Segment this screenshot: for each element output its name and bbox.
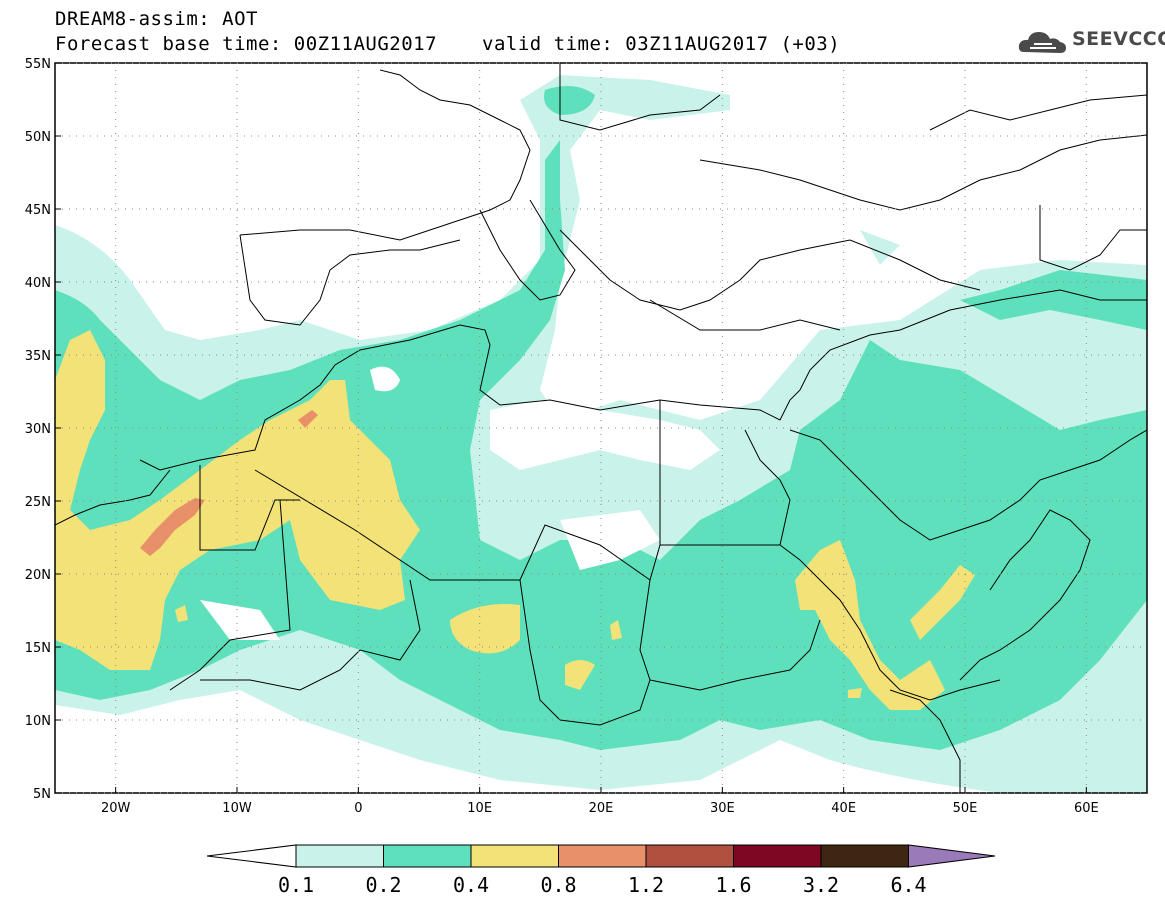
- longitude-labels: 20W 10W 0 10E 20E 30E 40E 50E 60E: [101, 801, 1099, 816]
- aot-level-0.8: [140, 410, 318, 556]
- colorbar-label: 3.2: [803, 873, 839, 897]
- coastlines-borders: [55, 63, 1147, 793]
- lon-label: 60E: [1074, 801, 1099, 816]
- colorbar-segment: [470, 844, 559, 868]
- valid-time: valid time: 03Z11AUG2017 (+03): [482, 33, 841, 55]
- lat-label: 50N: [25, 130, 51, 145]
- colorbar-label: 1.2: [628, 873, 664, 897]
- lat-label: 10N: [25, 714, 51, 729]
- aot-colorbar: 0.1 0.2 0.4 0.8 1.2 1.6 3.2 6.4: [206, 844, 996, 897]
- colorbar-segment: [295, 844, 384, 868]
- colorbar-segment: [733, 844, 822, 868]
- lon-label: 10E: [467, 801, 492, 816]
- lat-label: 25N: [25, 495, 51, 510]
- colorbar-segment: [383, 844, 472, 868]
- lat-label: 40N: [25, 276, 51, 291]
- colorbar-segment: [820, 844, 909, 868]
- lat-label: 15N: [25, 641, 51, 656]
- colorbar-label: 0.1: [278, 873, 314, 897]
- lon-label: 40E: [831, 801, 856, 816]
- lat-label: 55N: [25, 57, 51, 72]
- colorbar-upper-arrow: [908, 844, 996, 868]
- lat-label: 35N: [25, 349, 51, 364]
- lon-label: 20E: [589, 801, 614, 816]
- forecast-base-time: Forecast base time: 00Z11AUG2017: [55, 33, 438, 55]
- aot-level-0.4: [55, 330, 975, 710]
- colorbar-label: 0.8: [540, 873, 576, 897]
- lat-label: 20N: [25, 568, 51, 583]
- logo-text: SEEVCCC: [1072, 28, 1165, 50]
- lon-label: 50E: [953, 801, 978, 816]
- lon-label: 0: [354, 801, 362, 816]
- cloud-logo-icon: [1018, 32, 1066, 53]
- lon-label: 10W: [222, 801, 252, 816]
- colorbar-lower-arrow: [206, 844, 297, 868]
- aot-level-0.2: [55, 86, 1147, 750]
- colorbar-label: 0.4: [453, 873, 489, 897]
- aot-clear-areas: [200, 366, 720, 640]
- colorbar-label: 1.6: [715, 873, 751, 897]
- colorbar-label: 0.2: [365, 873, 401, 897]
- lat-label: 5N: [33, 787, 51, 802]
- lon-label: 20W: [101, 801, 131, 816]
- lon-label: 30E: [710, 801, 735, 816]
- lat-lon-grid: [55, 62, 1147, 794]
- map-title: DREAM8-assim: AOT: [55, 8, 258, 30]
- colorbar-segment: [645, 844, 734, 868]
- lat-label: 30N: [25, 422, 51, 437]
- colorbar-segment: [558, 844, 647, 868]
- latitude-labels: 55N 50N 45N 40N 35N 30N 25N 20N 15N 10N 5N: [25, 57, 51, 802]
- colorbar-label: 6.4: [890, 873, 926, 897]
- lat-label: 45N: [25, 203, 51, 218]
